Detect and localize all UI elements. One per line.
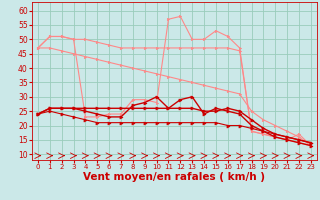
X-axis label: Vent moyen/en rafales ( km/h ): Vent moyen/en rafales ( km/h ) xyxy=(84,172,265,182)
